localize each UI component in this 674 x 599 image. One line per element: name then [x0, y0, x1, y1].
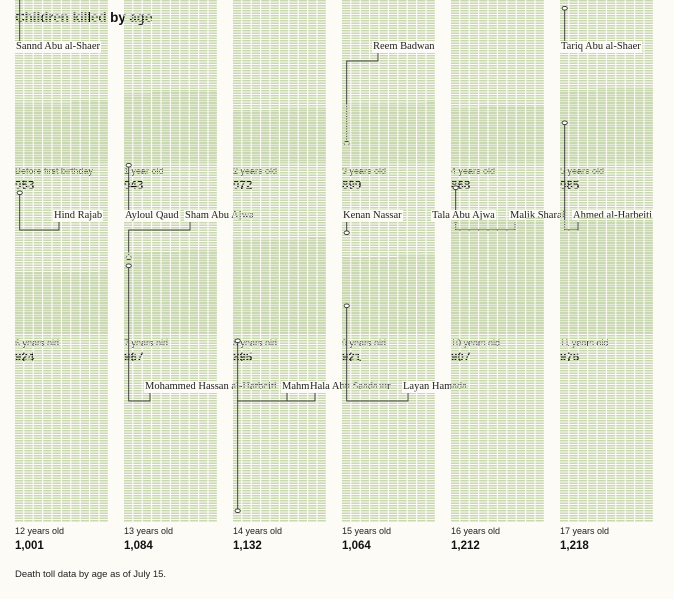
age-label: Before first birthday — [15, 166, 94, 176]
child-name-label: Reem Badwan — [372, 41, 436, 53]
child-name-label: Tariq Abu al-Shaer — [560, 41, 642, 53]
age-label: 16 years old — [451, 526, 501, 536]
child-marker — [234, 338, 241, 344]
age-grid — [451, 217, 545, 522]
age-label: 17 years old — [560, 526, 610, 536]
child-marker — [343, 230, 350, 235]
age-grid — [233, 237, 327, 522]
age-grid — [560, 217, 654, 522]
age-panel: 17 years old 1,218 — [560, 0, 654, 599]
age-label: 12 years old — [15, 526, 65, 536]
age-label: 1 year old — [124, 166, 164, 176]
child-name-label: Mohammed Hassan al-Harbeiti — [144, 381, 278, 393]
leader-line — [346, 303, 409, 402]
count-label: 1,218 — [560, 540, 589, 552]
child-name-label: Malik Sharaf — [509, 210, 567, 222]
child-marker — [234, 508, 241, 514]
child-marker — [16, 190, 23, 195]
age-grid — [124, 250, 218, 522]
count-label: 1,001 — [15, 540, 44, 552]
age-grid — [15, 270, 109, 522]
child-name-label: Ayloul Qaud — [124, 210, 180, 222]
leader-line — [128, 222, 191, 256]
age-panel: 13 years old 1,084 Mohammed Hassan al-Harb… — [124, 0, 278, 599]
age-grid — [342, 255, 436, 522]
count-label: 1,084 — [124, 540, 153, 552]
age-label: 15 years old — [342, 526, 392, 536]
count-label: 1,132 — [233, 540, 262, 552]
footnote: Death toll data by age as of July 15. — [15, 569, 167, 580]
child-name-label: Sannd Abu al-Shaer — [15, 41, 101, 53]
child-marker — [561, 120, 568, 125]
child-name-label: Kenan Nassar — [342, 210, 403, 222]
age-panel: 15 years old 1,064 Layan Hamada — [342, 0, 468, 599]
leader-line — [128, 263, 151, 402]
leader-line — [237, 393, 316, 509]
child-name-label: Ahmed al-Harbeiti — [572, 210, 654, 222]
leader-line — [564, 120, 579, 231]
leader-line — [346, 53, 379, 142]
child-marker — [452, 185, 459, 190]
child-name-label: Layan Hamada — [402, 381, 468, 393]
age-panel: 12 years old 1,001 — [15, 0, 109, 599]
leader-line — [19, 190, 60, 231]
child-marker — [343, 303, 350, 309]
child-marker — [561, 5, 568, 11]
child-marker — [125, 263, 132, 269]
age-label: 3 years old — [342, 166, 387, 176]
child-marker — [125, 162, 132, 168]
count-label: 1,212 — [451, 540, 480, 552]
child-name-label: Hind Rajab — [53, 210, 104, 222]
age-label: 14 years old — [233, 526, 283, 536]
age-label: 13 years old — [124, 526, 174, 536]
child-name-label: Tala Abu Ajwa — [431, 210, 496, 222]
age-label: 4 years old — [451, 166, 496, 176]
age-panel: 16 years old 1,212 — [451, 0, 545, 599]
child-name-label: Hala Abu Saada — [309, 381, 379, 393]
age-label: 5 years old — [560, 166, 605, 176]
count-label: 1,064 — [342, 540, 371, 552]
age-label: 2 years old — [233, 166, 278, 176]
